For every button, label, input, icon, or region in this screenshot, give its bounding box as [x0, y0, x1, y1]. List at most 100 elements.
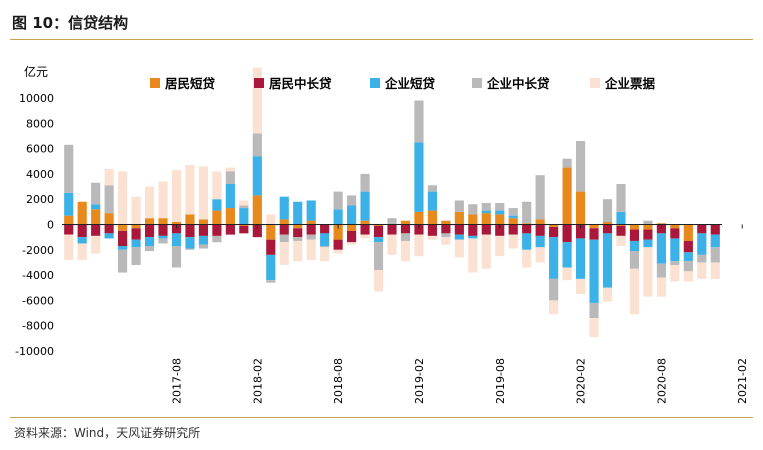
- bar-segment: [589, 318, 599, 338]
- bar-segment: [629, 240, 640, 252]
- bar-segment: [616, 225, 626, 236]
- bar-segment: [333, 191, 343, 210]
- bar-segment: [171, 246, 182, 268]
- bar-segment: [602, 224, 613, 234]
- bar-segment: [279, 234, 289, 243]
- bar-segment: [306, 239, 316, 260]
- bar-segment: [656, 263, 666, 278]
- footer-divider: [10, 417, 753, 418]
- bar-segment: [158, 238, 168, 244]
- y-tick-label: 6000: [26, 143, 54, 156]
- bar-segment: [225, 208, 235, 225]
- bar-segment: [549, 224, 559, 228]
- bar-segment: [575, 238, 586, 279]
- bar-segment: [643, 220, 653, 225]
- bar-segment: [144, 218, 155, 225]
- bar-segment: [522, 224, 532, 234]
- bar-segment: [387, 224, 397, 235]
- bar-segment: [468, 238, 478, 273]
- bar-segment: [616, 224, 626, 226]
- bar-segment: [710, 262, 720, 279]
- bar-segment: [427, 224, 437, 236]
- bar-segment: [266, 224, 276, 240]
- y-tick-label: 4000: [26, 168, 54, 181]
- bar-segment: [481, 213, 491, 225]
- bar-segment: [602, 233, 613, 288]
- bar-segment: [670, 228, 680, 239]
- bar-segment: [414, 224, 424, 235]
- bar-segment: [454, 234, 464, 240]
- bar-segment: [158, 181, 168, 219]
- legend-swatch: [472, 78, 482, 88]
- bar-segment: [656, 223, 666, 225]
- bar-segment: [239, 208, 249, 225]
- bar-segment: [575, 278, 586, 295]
- bar-segment: [185, 237, 195, 249]
- bar-segment: [131, 224, 141, 229]
- bar-segment: [212, 224, 222, 236]
- bar-segment: [549, 278, 559, 301]
- bar-segment: [171, 170, 182, 222]
- chart-title: 图 10：信贷结构: [12, 14, 129, 32]
- bar-segment: [589, 239, 599, 303]
- bar-segment: [131, 247, 141, 265]
- bar-segment: [279, 219, 289, 225]
- y-tick-label: 8000: [26, 117, 54, 130]
- bar-segment: [306, 224, 316, 235]
- bar-segment: [373, 224, 384, 226]
- bar-segment: [495, 235, 505, 257]
- bar-segment: [198, 219, 209, 225]
- bar-segment: [522, 233, 532, 250]
- bar-segment: [360, 234, 370, 239]
- bar-segment: [522, 223, 532, 225]
- legend-label: 企业票据: [604, 76, 656, 91]
- bar-segment: [320, 233, 330, 247]
- bar-segment: [643, 224, 653, 230]
- bar-segment: [629, 229, 640, 241]
- bar-segment: [508, 215, 518, 219]
- y-axis: -10000 -8000 -6000 -4000 -2000 0 2000 4000 6000 8…: [15, 92, 54, 358]
- bar-segment: [535, 224, 545, 236]
- bar-segment: [347, 242, 357, 245]
- bar-segment: [104, 233, 114, 239]
- bar-segment: [454, 239, 464, 258]
- bar-segment: [91, 182, 101, 205]
- bar-segment: [171, 221, 182, 225]
- bar-segment: [549, 237, 559, 279]
- bar-segment: [441, 224, 451, 234]
- bar-segment: [508, 208, 518, 216]
- bar-segment: [293, 201, 303, 225]
- bar-segment: [293, 228, 303, 238]
- bar-segment: [549, 227, 559, 238]
- bar-segment: [656, 277, 666, 297]
- x-tick-label: 2019-02: [413, 358, 426, 404]
- bar-segment: [239, 205, 249, 209]
- bar-segment: [212, 235, 222, 243]
- legend-swatch: [370, 78, 380, 88]
- bar-segment: [306, 220, 316, 225]
- bar-segment: [104, 185, 114, 214]
- bar-segment: [144, 224, 155, 238]
- bar-segment: [495, 210, 505, 215]
- bar-segment: [347, 205, 357, 225]
- bar-segment: [279, 224, 289, 235]
- x-tick-label: 2021-02: [736, 358, 749, 404]
- bar-segment: [562, 167, 572, 225]
- legend-label: 居民中长贷: [269, 76, 332, 91]
- bar-segment: [535, 235, 545, 248]
- x-tick-label: 2020-02: [575, 358, 588, 404]
- bar-segment: [670, 238, 680, 262]
- bar-segment: [562, 267, 572, 281]
- bar-segment: [522, 249, 532, 268]
- bar-segment: [643, 229, 653, 240]
- bar-segment: [77, 243, 87, 260]
- bar-segment: [266, 239, 276, 255]
- bar-segment: [306, 234, 316, 240]
- bar-segment: [360, 224, 370, 235]
- bar-segment: [320, 246, 330, 248]
- bar-segment: [131, 228, 141, 240]
- bar-segment: [373, 270, 384, 292]
- bar-segment: [589, 224, 599, 229]
- bar-segment: [683, 271, 693, 282]
